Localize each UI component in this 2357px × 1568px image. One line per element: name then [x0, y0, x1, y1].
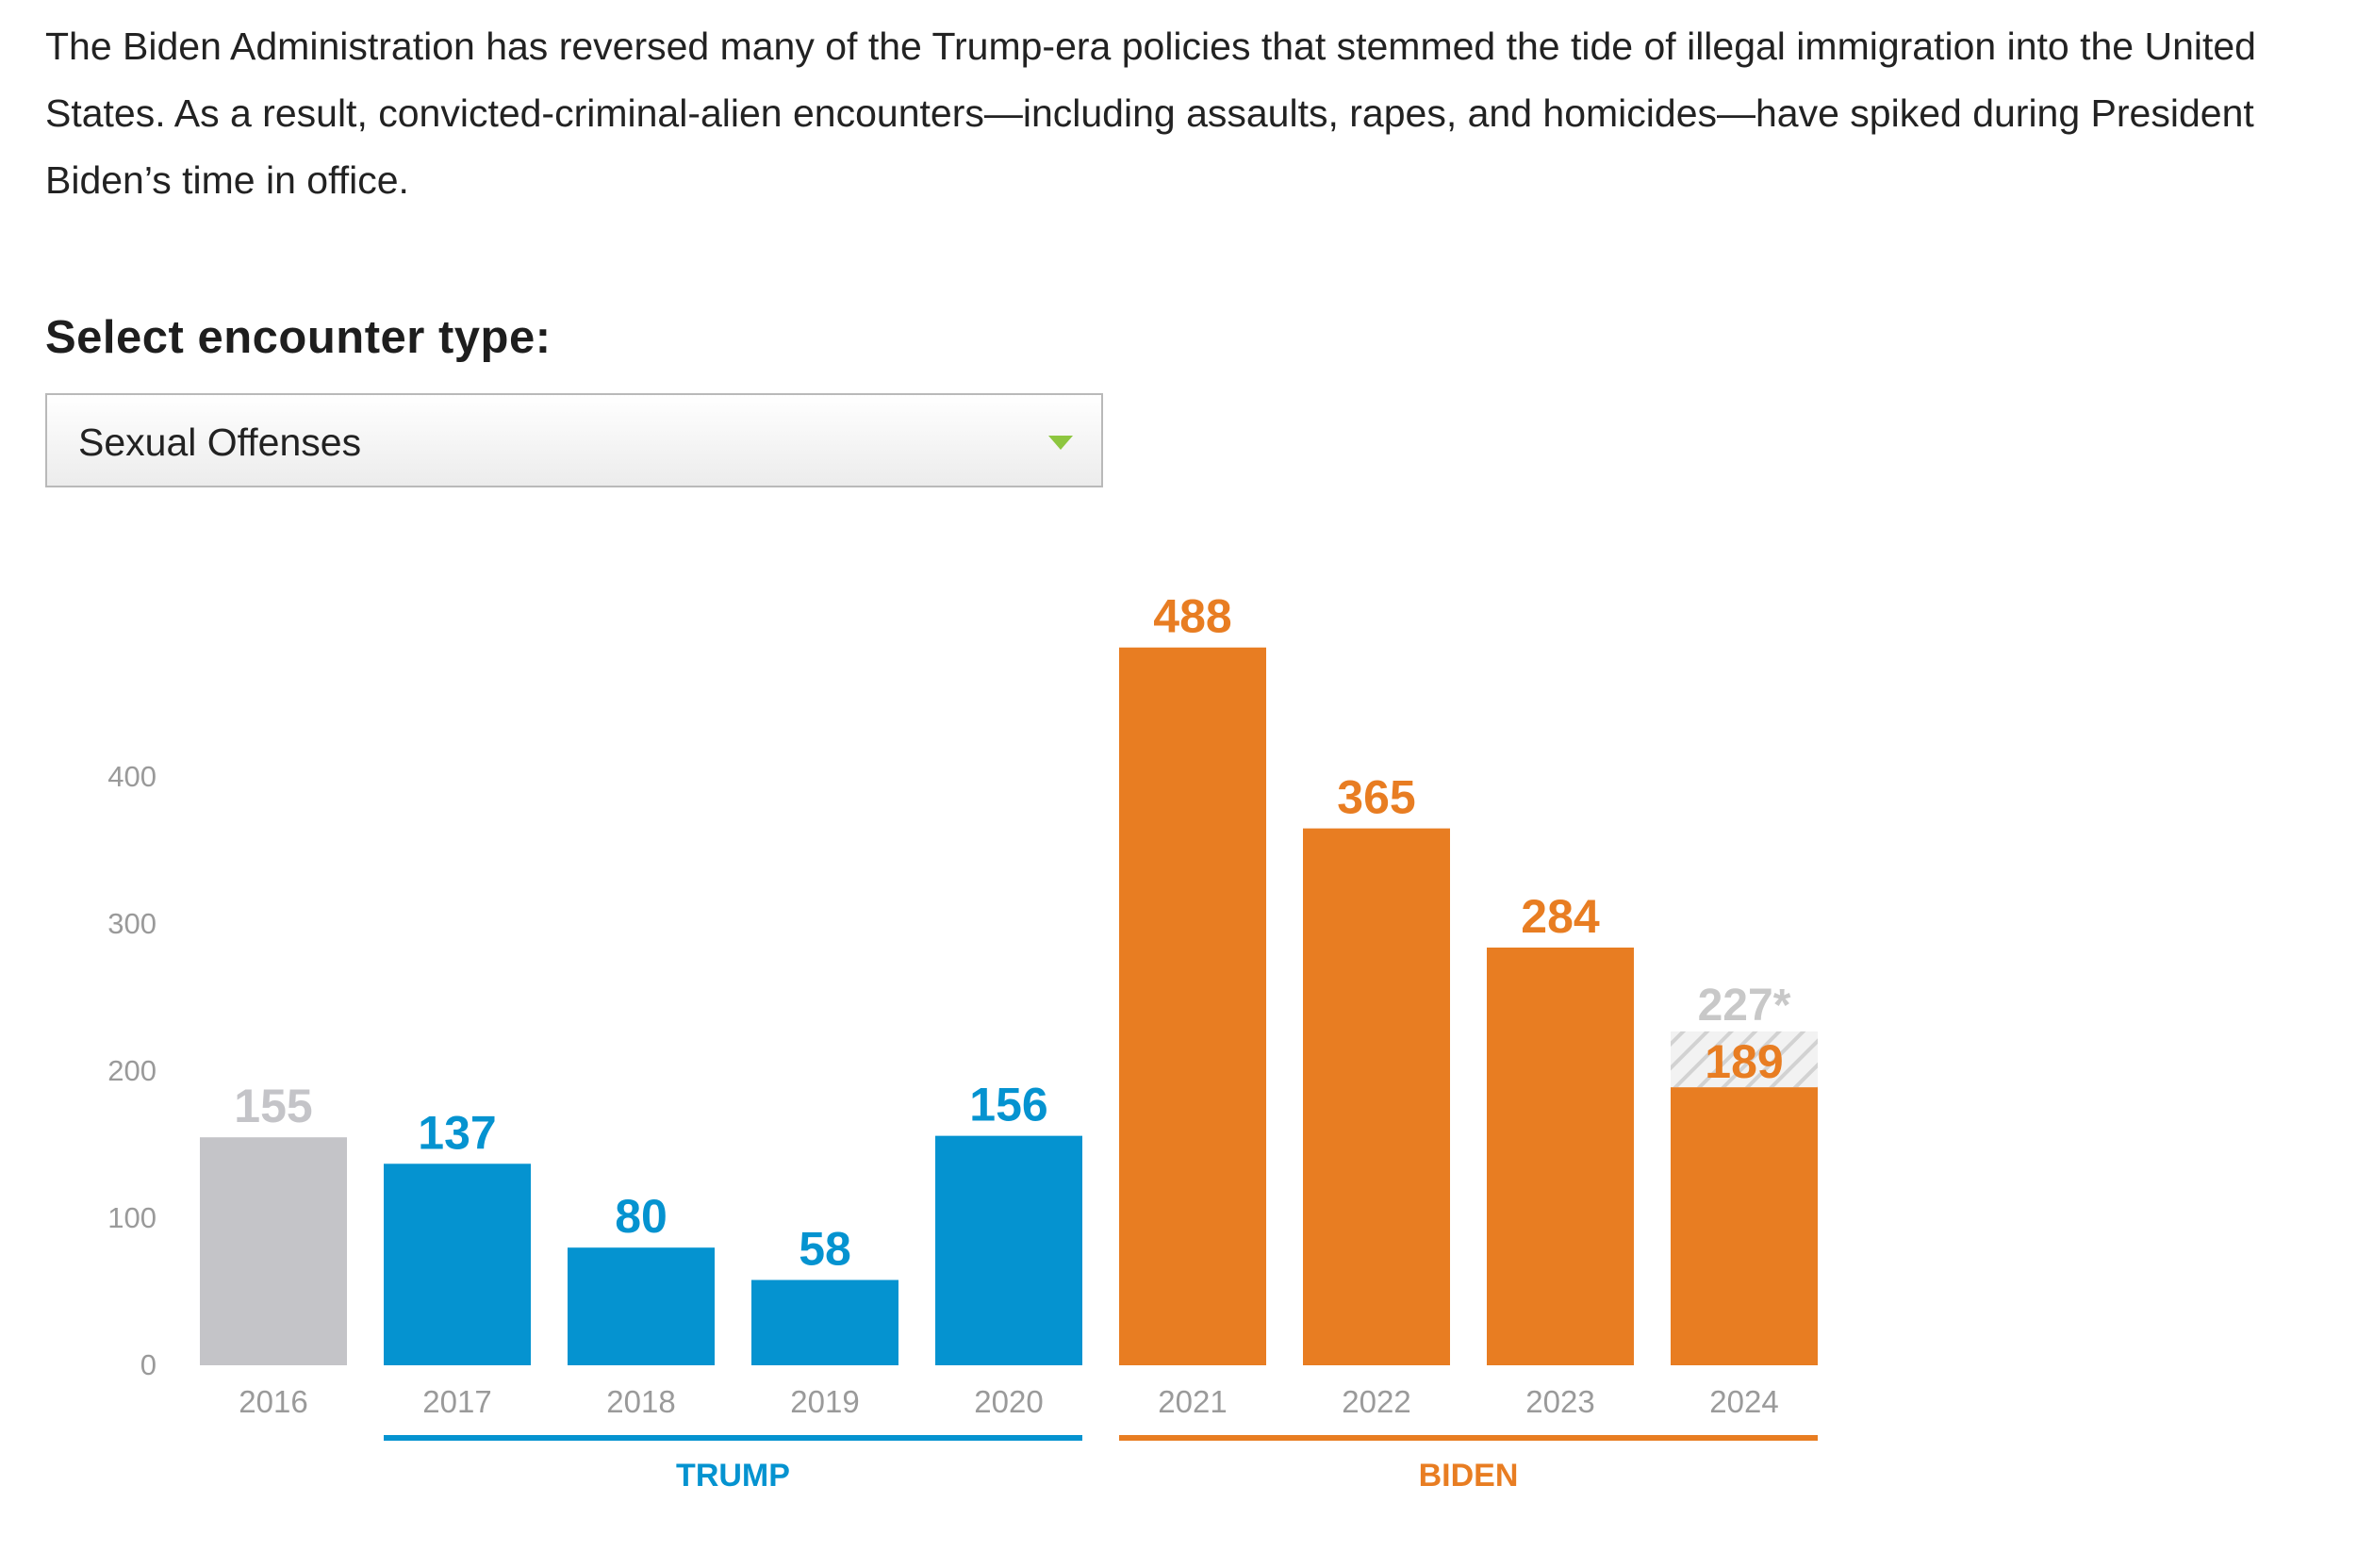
- bar: [1119, 647, 1266, 1365]
- y-tick-label: 0: [140, 1348, 157, 1381]
- caret-down-icon: [1048, 436, 1073, 450]
- bar: [384, 1164, 531, 1365]
- y-tick-label: 100: [107, 1201, 157, 1234]
- bar: [935, 1135, 1082, 1365]
- bar-value-label: 137: [418, 1106, 496, 1159]
- x-tick-label: 2023: [1525, 1384, 1594, 1419]
- encounter-type-dropdown[interactable]: Sexual Offenses: [45, 393, 1103, 487]
- x-tick-label: 2020: [974, 1384, 1043, 1419]
- y-tick-label: 200: [107, 1054, 157, 1087]
- bar: [568, 1247, 715, 1365]
- x-tick-label: 2024: [1709, 1384, 1778, 1419]
- group-label: TRUMP: [676, 1458, 790, 1494]
- x-tick-label: 2016: [239, 1384, 307, 1419]
- x-tick-label: 2018: [606, 1384, 675, 1419]
- y-tick-label: 300: [107, 907, 157, 940]
- bar-value-label: 488: [1153, 590, 1231, 643]
- x-tick-label: 2017: [422, 1384, 491, 1419]
- bar: [1303, 828, 1450, 1365]
- bar-value-label: 80: [615, 1190, 668, 1243]
- dropdown-selected-value: Sexual Offenses: [78, 421, 362, 464]
- bar-value-label: 284: [1521, 890, 1600, 943]
- bar-value-label: 189: [1705, 1035, 1783, 1088]
- y-tick-label: 400: [107, 760, 157, 793]
- bar: [751, 1279, 898, 1365]
- group-label: BIDEN: [1419, 1458, 1519, 1494]
- bar-value-label: 155: [234, 1080, 312, 1132]
- projected-bar-segment: [1671, 1031, 1818, 1088]
- group-underline: [1119, 1435, 1818, 1441]
- encounters-bar-chart: 0 100 200 300 400 155 2016 137 2017 80 2018 58 2019 1…: [107, 590, 1818, 1494]
- x-tick-label: 2019: [790, 1384, 859, 1419]
- bar-value-label: 58: [799, 1223, 851, 1276]
- bar-value-label: 365: [1337, 771, 1415, 824]
- projection-value-label: 227*: [1698, 981, 1791, 1031]
- x-tick-label: 2021: [1158, 1384, 1227, 1419]
- x-tick-label: 2022: [1342, 1384, 1410, 1419]
- bar: [1487, 947, 1634, 1365]
- group-underline: [384, 1435, 1082, 1441]
- bar: [200, 1137, 347, 1365]
- bar-value-label: 156: [969, 1079, 1047, 1131]
- intro-paragraph: The Biden Administration has reversed ma…: [45, 25, 2256, 202]
- encounter-type-label: Select encounter type:: [45, 312, 552, 363]
- bar: [1671, 1087, 1818, 1365]
